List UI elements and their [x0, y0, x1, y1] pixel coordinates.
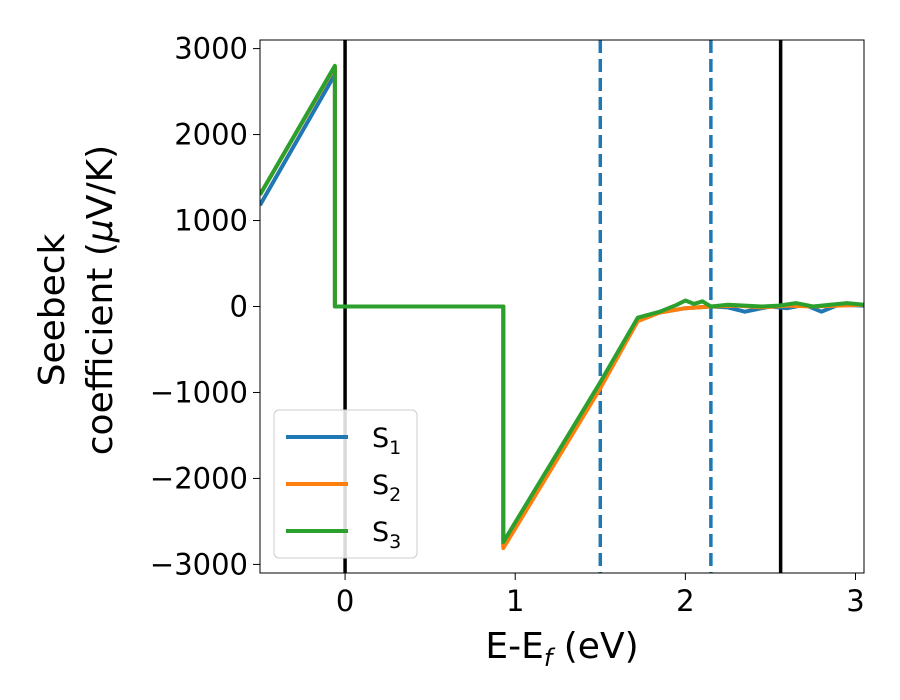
y-axis-title-line1: Seebeck — [32, 233, 73, 386]
legend-label-s2: S2 — [372, 470, 401, 506]
y-tick-label: 3000 — [174, 32, 248, 66]
series-lines — [260, 63, 864, 551]
x-tick-label: 0 — [336, 584, 354, 618]
y-tick-label: −1000 — [150, 375, 248, 409]
y-tick-label: −3000 — [150, 547, 248, 581]
legend-label-s3: S3 — [372, 517, 401, 553]
y-tick-label: −2000 — [150, 461, 248, 495]
x-tick-label: 3 — [846, 584, 864, 618]
legend: S1 S2 S3 — [273, 409, 418, 559]
y-axis-title-line2: coefficient (μV/K) — [80, 145, 121, 455]
x-axis: 0 1 2 3 — [336, 573, 865, 618]
y-tick-label: 1000 — [174, 204, 248, 238]
legend-label-s1: S1 — [372, 423, 401, 459]
y-axis: −3000 −2000 −1000 0 1000 2000 3000 — [150, 32, 260, 581]
series-line-s3 — [260, 63, 864, 545]
x-axis-title: E-Ef (eV) — [485, 626, 638, 672]
x-tick-label: 2 — [676, 584, 694, 618]
y-tick-label: 2000 — [174, 118, 248, 152]
x-tick-label: 1 — [506, 584, 524, 618]
y-tick-label: 0 — [230, 290, 248, 324]
